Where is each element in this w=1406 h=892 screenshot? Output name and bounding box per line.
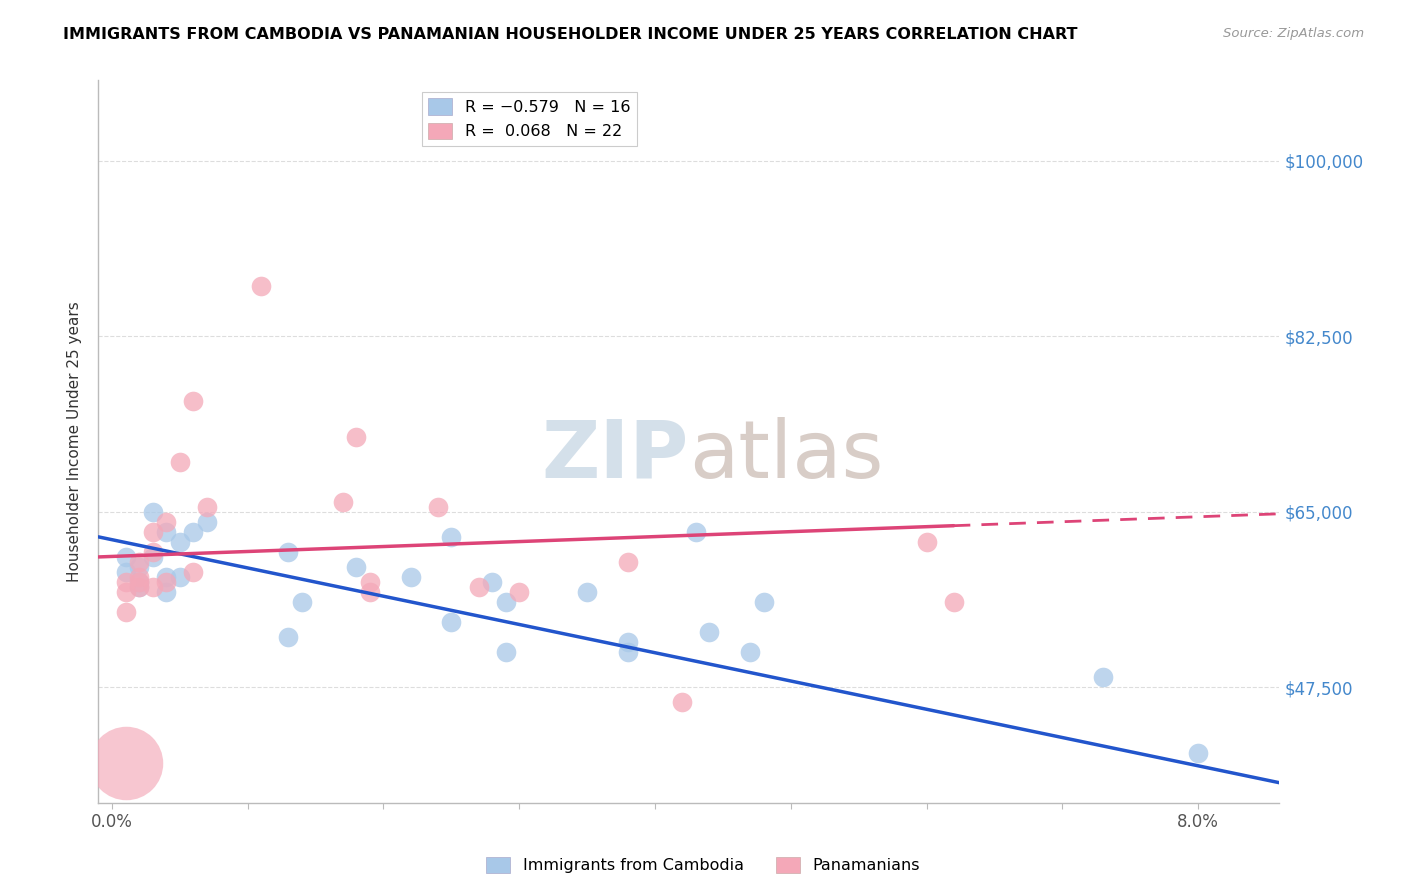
Point <box>142 549 165 564</box>
Point <box>671 695 693 709</box>
Point <box>697 625 720 640</box>
Point <box>155 515 177 529</box>
Point <box>440 530 463 544</box>
Point <box>169 570 191 584</box>
Point <box>332 494 354 508</box>
Text: atlas: atlas <box>689 417 883 495</box>
Point <box>128 580 150 594</box>
Point <box>128 555 150 569</box>
Point <box>359 574 381 589</box>
Point <box>114 605 136 619</box>
Point <box>114 549 136 564</box>
Point <box>291 595 314 609</box>
Point <box>195 500 218 514</box>
Point <box>183 524 205 539</box>
Point <box>155 524 177 539</box>
Point <box>344 429 367 443</box>
Point <box>142 580 165 594</box>
Point <box>481 574 503 589</box>
Text: Source: ZipAtlas.com: Source: ZipAtlas.com <box>1223 27 1364 40</box>
Legend: R = −0.579   N = 16, R =  0.068   N = 22: R = −0.579 N = 16, R = 0.068 N = 22 <box>422 92 637 145</box>
Point <box>128 560 150 574</box>
Point <box>277 630 299 644</box>
Point <box>617 635 640 649</box>
Point <box>114 574 136 589</box>
Point <box>495 645 517 659</box>
Point <box>169 454 191 468</box>
Point <box>576 585 599 599</box>
Point <box>359 585 381 599</box>
Point <box>183 565 205 579</box>
Point <box>1187 746 1209 760</box>
Point <box>114 585 136 599</box>
Point <box>250 279 273 293</box>
Legend: Immigrants from Cambodia, Panamanians: Immigrants from Cambodia, Panamanians <box>479 850 927 880</box>
Point <box>142 505 165 519</box>
Point <box>128 580 150 594</box>
Point <box>155 574 177 589</box>
Point <box>685 524 707 539</box>
Point <box>617 555 640 569</box>
Text: ZIP: ZIP <box>541 417 689 495</box>
Point <box>155 585 177 599</box>
Point <box>183 394 205 409</box>
Point <box>752 595 775 609</box>
Point <box>155 570 177 584</box>
Point <box>114 565 136 579</box>
Point <box>142 545 165 559</box>
Point <box>195 515 218 529</box>
Point <box>114 756 136 770</box>
Point <box>508 585 530 599</box>
Point <box>277 545 299 559</box>
Point <box>1091 670 1114 684</box>
Point <box>467 580 489 594</box>
Point <box>738 645 761 659</box>
Point <box>915 534 938 549</box>
Y-axis label: Householder Income Under 25 years: Householder Income Under 25 years <box>67 301 83 582</box>
Point <box>128 570 150 584</box>
Point <box>942 595 965 609</box>
Point <box>344 560 367 574</box>
Point <box>169 534 191 549</box>
Point <box>128 574 150 589</box>
Point <box>142 524 165 539</box>
Text: IMMIGRANTS FROM CAMBODIA VS PANAMANIAN HOUSEHOLDER INCOME UNDER 25 YEARS CORRELA: IMMIGRANTS FROM CAMBODIA VS PANAMANIAN H… <box>63 27 1078 42</box>
Point <box>440 615 463 630</box>
Point <box>426 500 449 514</box>
Point <box>399 570 422 584</box>
Point <box>617 645 640 659</box>
Point <box>128 574 150 589</box>
Point <box>495 595 517 609</box>
